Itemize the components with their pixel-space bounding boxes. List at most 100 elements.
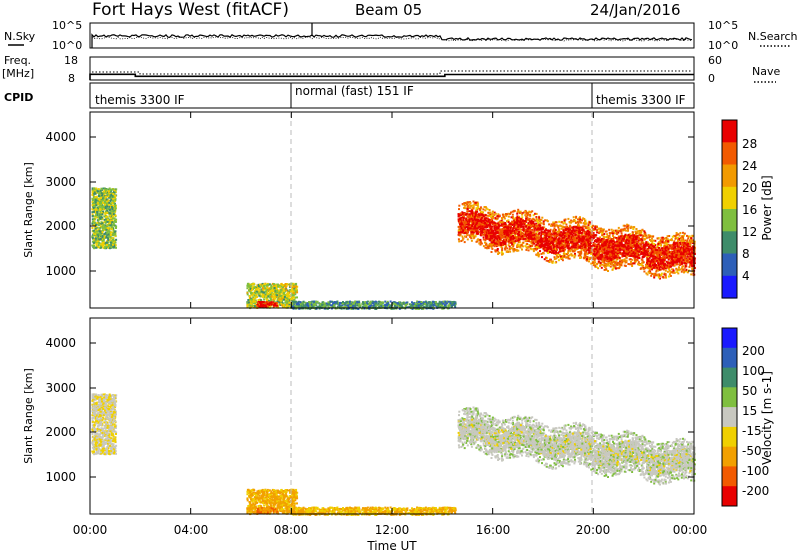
power-point (599, 236, 602, 239)
power-point (262, 305, 264, 308)
power-point (261, 293, 264, 296)
power-point (538, 253, 541, 256)
power-point (285, 302, 288, 304)
power-point (575, 216, 577, 219)
power-point (340, 306, 343, 309)
power-point (283, 290, 286, 292)
power-point (602, 235, 605, 238)
power-point (350, 308, 353, 310)
power-point (368, 303, 371, 306)
power-point (414, 306, 417, 308)
power-point (662, 268, 665, 271)
power-point (266, 292, 269, 295)
power-point (103, 236, 106, 239)
power-point (378, 300, 380, 303)
power-point (380, 305, 383, 308)
power-point (272, 298, 275, 301)
power-point (103, 233, 106, 235)
power-point (358, 303, 360, 306)
power-point (104, 211, 107, 214)
power-point (96, 229, 99, 232)
power-point (653, 276, 656, 279)
power-point (413, 304, 416, 307)
power-point (108, 194, 111, 197)
power-point (613, 263, 616, 266)
power-point (107, 238, 110, 241)
power-point (291, 305, 294, 308)
power-point (95, 216, 98, 219)
power-point (352, 304, 354, 307)
power-point (107, 235, 110, 238)
power-point (260, 299, 263, 302)
power-point (646, 266, 649, 269)
power-point (266, 302, 269, 305)
power-point (287, 283, 290, 286)
power-point (246, 293, 249, 296)
power-point (106, 194, 109, 197)
power-point (584, 225, 587, 228)
power-point (563, 221, 566, 224)
power-point (263, 283, 266, 286)
power-point (405, 301, 408, 304)
power-point (106, 192, 109, 195)
power-point (632, 262, 635, 265)
power-point (600, 266, 603, 269)
power-point (246, 287, 249, 290)
power-point (414, 304, 417, 307)
power-point (424, 302, 427, 305)
nave-trace (92, 70, 692, 75)
power-point (109, 196, 112, 199)
power-point (353, 302, 355, 305)
power-point (626, 229, 629, 232)
power-point (595, 266, 598, 268)
power-point (246, 292, 249, 295)
power-point (429, 305, 432, 308)
power-point (491, 212, 494, 215)
power-point (280, 304, 283, 307)
power-point (294, 293, 297, 296)
power-point (276, 289, 279, 292)
power-point (96, 233, 99, 236)
power-point (644, 232, 647, 235)
power-point (112, 230, 115, 233)
power-point (350, 302, 353, 305)
power-point (484, 209, 487, 212)
power-point (114, 204, 117, 206)
power-point (364, 303, 367, 306)
power-point (98, 193, 101, 196)
power-point (96, 221, 99, 224)
power-point (479, 240, 482, 243)
power-point (112, 188, 114, 191)
power-point (272, 306, 275, 308)
power-point (585, 227, 588, 230)
power-point (283, 285, 286, 288)
power-point (111, 221, 114, 224)
power-point (526, 243, 529, 245)
power-point (249, 287, 252, 290)
power-point (386, 300, 389, 303)
power-point (254, 297, 257, 300)
power-point (451, 303, 454, 305)
power-point (111, 207, 114, 210)
power-point (564, 226, 566, 229)
power-point (306, 304, 309, 307)
power-point (509, 212, 511, 215)
power-point (612, 267, 615, 270)
power-point (458, 208, 460, 211)
power-point (519, 228, 522, 231)
power-point (637, 261, 640, 264)
power-point (573, 250, 576, 253)
power-point (265, 305, 267, 308)
power-point (106, 230, 109, 232)
power-point (577, 251, 580, 254)
power-point (415, 302, 418, 305)
power-point (95, 204, 98, 207)
power-point (516, 215, 519, 218)
power-point (584, 222, 587, 225)
power-point (100, 246, 103, 249)
power-point (665, 239, 667, 242)
power-point (99, 234, 102, 236)
power-point (692, 239, 695, 242)
power-point (466, 208, 469, 210)
